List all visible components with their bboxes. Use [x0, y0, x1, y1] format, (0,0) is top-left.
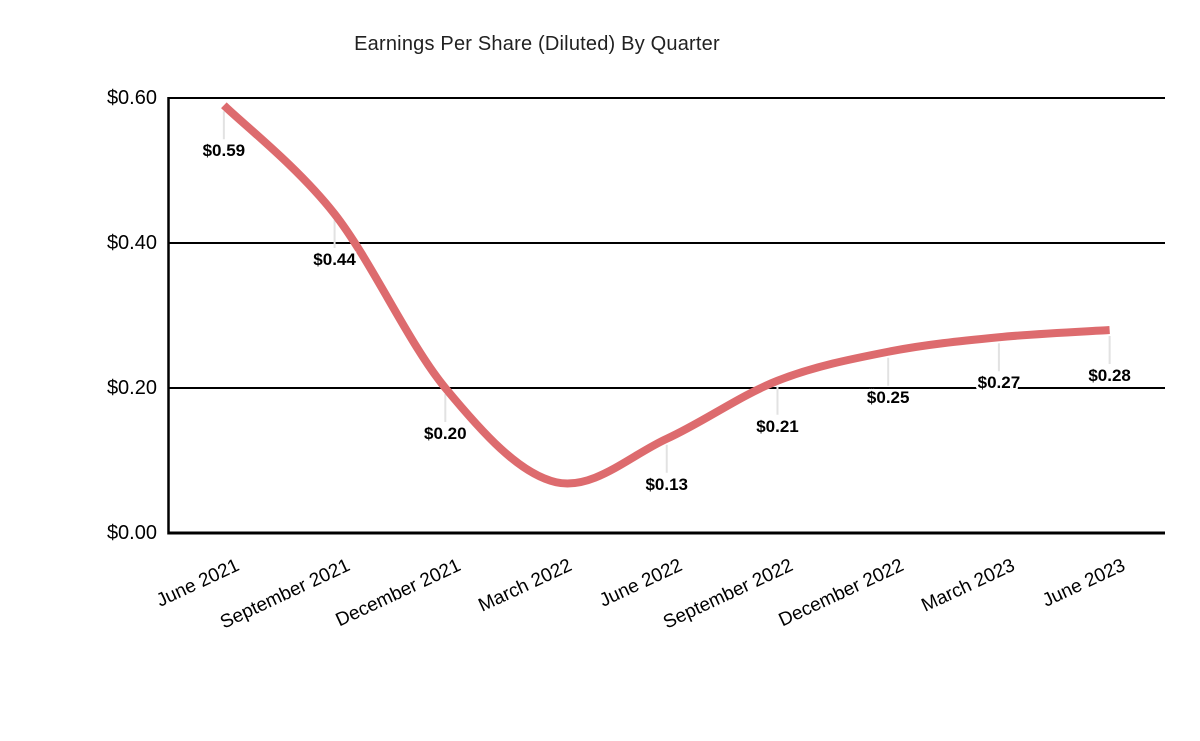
eps-series-line — [221, 102, 1110, 488]
y-tick-label-$0.00: $0.00 — [106, 522, 157, 544]
axis-lines — [167, 97, 1165, 535]
data-label-$0.28: $0.28 — [1088, 366, 1131, 385]
data-label-$0.27: $0.27 — [977, 373, 1021, 393]
y-tick-label-$0.20: $0.20 — [106, 377, 157, 399]
gridlines — [168, 97, 1165, 389]
y-tick-label-$0.60: $0.60 — [106, 87, 157, 109]
y-tick-label-$0.40: $0.40 — [106, 232, 157, 254]
data-label-leader-lines — [222, 111, 1111, 473]
series-curve — [221, 102, 1110, 488]
data-label-$0.13: $0.13 — [645, 474, 689, 494]
data-label-$0.21: $0.21 — [756, 416, 799, 436]
chart-title: Earnings Per Share (Diluted) By Quarter — [354, 33, 720, 55]
data-label-$0.59: $0.59 — [202, 141, 246, 161]
data-label-$0.44: $0.44 — [313, 250, 356, 269]
data-label-$0.25: $0.25 — [866, 387, 910, 407]
data-label-$0.20: $0.20 — [424, 424, 467, 443]
